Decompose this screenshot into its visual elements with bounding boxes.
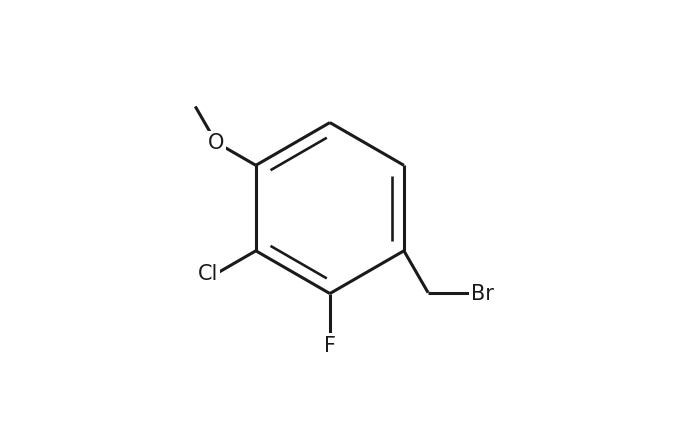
Text: Br: Br <box>471 283 494 303</box>
Text: O: O <box>208 133 224 153</box>
Text: Cl: Cl <box>197 263 218 283</box>
Text: F: F <box>324 335 336 355</box>
